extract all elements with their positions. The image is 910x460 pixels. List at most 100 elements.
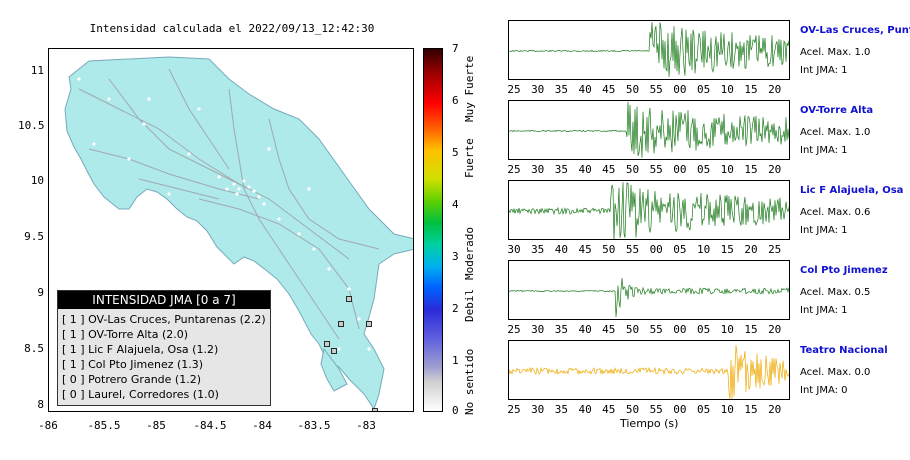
station-dot: [287, 297, 291, 301]
trace-time-tick: 20: [768, 163, 782, 176]
legend-item: [ 1 ] OV-Las Cruces, Puntarenas (2.2): [62, 313, 266, 326]
station-dot: [197, 107, 201, 111]
station-dot: [247, 185, 251, 189]
trace-time-tick: 50: [625, 403, 640, 416]
trace-time-tick: 45: [602, 163, 616, 176]
trace-panel[interactable]: [508, 180, 790, 240]
colorbar-label-fuerte: Fuerte: [463, 138, 476, 178]
osa-peninsula: [320, 347, 348, 392]
colorbar-tick-0: 0: [452, 404, 459, 417]
time-axis-label: Tiempo (s): [620, 417, 679, 430]
colorbar-tick-4: 4: [452, 198, 459, 211]
legend-item: [ 1 ] Lic F Alajuela, Osa (1.2): [62, 343, 219, 356]
trace-time-tick: 40: [554, 243, 569, 256]
trace-panel[interactable]: [508, 260, 790, 320]
trace-panel[interactable]: [508, 100, 790, 160]
trace-time-tick: 15: [744, 83, 758, 96]
x-tick--84.5: -84.5: [193, 419, 227, 432]
trace-panel[interactable]: [508, 340, 790, 400]
station-jma-intensity: Int JMA: 1: [800, 305, 848, 316]
trace-time-tick: 55: [649, 323, 663, 336]
station-dot: [92, 142, 96, 146]
station-dot: [232, 182, 236, 186]
costa-rica-landmass: [64, 56, 413, 411]
trace-time-tick: 05: [696, 323, 711, 336]
station-dot: [347, 287, 351, 291]
station-marker[interactable]: [366, 321, 372, 327]
station-dot: [257, 195, 261, 199]
trace-time-tick: 55: [649, 83, 663, 96]
station-dot: [277, 217, 281, 221]
station-dot: [367, 347, 371, 351]
station-max-accel: Acel. Max. 0.6: [800, 207, 871, 218]
trace-time-tick: 25: [507, 163, 521, 176]
station-jma-intensity: Int JMA: 1: [800, 225, 848, 236]
trace-time-tick: 00: [673, 323, 687, 336]
legend-item: [ 0 ] Laurel, Corredores (1.0): [62, 388, 219, 401]
intensity-colorbar: [423, 48, 443, 412]
station-marker[interactable]: [324, 341, 330, 347]
trace-time-tick: 00: [649, 243, 663, 256]
map-title: Intensidad calculada el 2022/09/13_12:42…: [89, 22, 375, 35]
station-dot: [147, 97, 151, 101]
station-jma-intensity: Int JMA: 1: [800, 145, 848, 156]
y-tick-9: 9: [37, 286, 44, 299]
colorbar-label-muy-fuerte: Muy Fuerte: [463, 55, 476, 122]
waveform-line: [509, 22, 789, 77]
trace-time-tick: 40: [578, 83, 592, 96]
y-tick-8.5: 8.5: [24, 342, 44, 355]
legend-item: [ 1 ] OV-Torre Alta (2.0): [62, 328, 189, 341]
station-name: Teatro Nacional: [800, 345, 888, 356]
station-squares: [324, 296, 378, 413]
y-tick-10.5: 10.5: [18, 119, 45, 132]
trace-time-tick: 40: [578, 403, 592, 416]
trace-time-tick: 25: [768, 243, 782, 256]
station-name: OV-Torre Alta: [800, 105, 874, 116]
trace-time-tick: 55: [649, 163, 663, 176]
trace-time-tick: 45: [602, 403, 616, 416]
station-dot: [307, 187, 311, 191]
station-max-accel: Acel. Max. 0.5: [800, 287, 871, 298]
trace-time-tick: 35: [554, 83, 569, 96]
trace-panel[interactable]: [508, 20, 790, 80]
trace-time-tick: 10: [720, 163, 734, 176]
y-tick-10: 10: [30, 174, 44, 187]
waveform-line: [509, 101, 789, 158]
station-jma-intensity: Int JMA: 1: [800, 65, 848, 76]
colorbar-tick-6: 6: [452, 94, 459, 107]
trace-time-tick: 50: [625, 323, 640, 336]
station-marker[interactable]: [372, 408, 378, 413]
station-dot: [252, 189, 256, 193]
trace-time-tick: 00: [673, 163, 687, 176]
x-tick--83: -83: [356, 419, 376, 432]
trace-time-tick: 20: [744, 243, 758, 256]
trace-time-tick: 05: [696, 83, 711, 96]
trace-time-tick: 30: [531, 163, 545, 176]
station-dot: [337, 347, 341, 351]
costa-rica-map-svg: [64, 56, 413, 413]
trace-time-tick: 10: [720, 323, 734, 336]
road-network: [78, 68, 380, 340]
waveform-line: [509, 278, 789, 318]
waveform: [509, 345, 789, 399]
trace-time-tick: 30: [531, 323, 545, 336]
waveform-line: [509, 182, 789, 239]
station-max-accel: Acel. Max. 1.0: [800, 47, 871, 58]
trace-time-tick: 45: [602, 83, 616, 96]
station-dot: [312, 247, 316, 251]
station-dot: [297, 232, 301, 236]
trace-time-tick: 50: [625, 163, 640, 176]
station-marker[interactable]: [338, 321, 344, 327]
station-max-accel: Acel. Max. 1.0: [800, 127, 871, 138]
station-marker[interactable]: [346, 296, 352, 302]
colorbar-tick-5: 5: [452, 146, 459, 159]
colorbar-tick-2: 2: [452, 302, 459, 315]
station-marker[interactable]: [331, 348, 337, 354]
y-tick-8: 8: [37, 398, 44, 411]
station-name: Col Pto Jimenez: [800, 265, 888, 276]
station-dot: [237, 187, 241, 191]
trace-time-tick: 15: [720, 243, 734, 256]
trace-time-tick: 15: [744, 323, 758, 336]
y-tick-11: 11: [30, 64, 44, 77]
station-max-accel: Acel. Max. 0.0: [800, 367, 871, 378]
